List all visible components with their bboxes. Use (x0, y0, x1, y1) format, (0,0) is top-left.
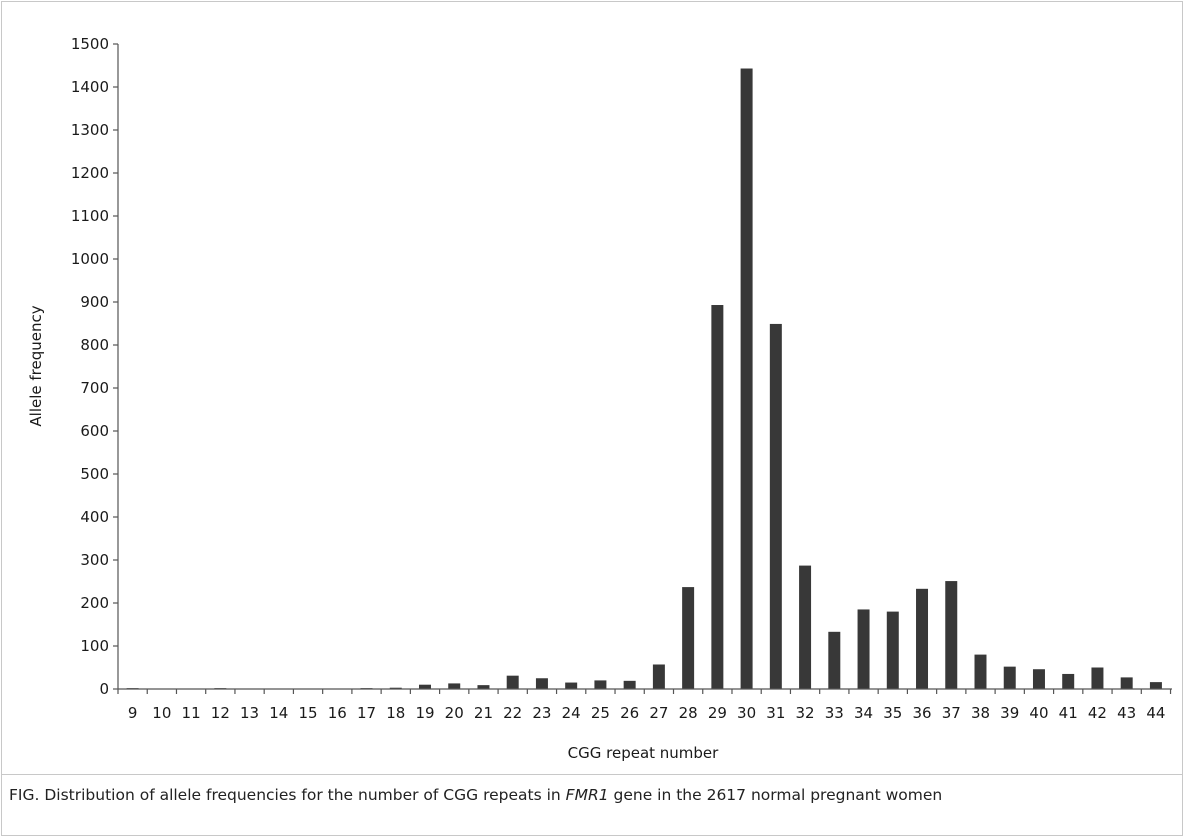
y-tick-label: 700 (80, 379, 109, 397)
figure-caption: FIG. Distribution of allele frequencies … (9, 786, 942, 804)
bar-series (126, 68, 1162, 689)
x-axis-title: CGG repeat number (568, 744, 720, 762)
x-tick-label: 19 (415, 704, 434, 722)
y-tick-label: 400 (80, 508, 109, 526)
x-tick-label: 15 (298, 704, 317, 722)
x-tick-label: 17 (357, 704, 376, 722)
x-tick-label: 24 (562, 704, 581, 722)
x-tick-label: 32 (796, 704, 815, 722)
y-tick-label: 1400 (71, 78, 109, 96)
x-axis: 9 10 11 12 13 14 15 16 17 18 19 20 21 22 23 24 25 26 27 28 2… (117, 689, 1172, 722)
x-tick-label: 44 (1146, 704, 1165, 722)
x-tick-label: 36 (912, 704, 931, 722)
caption-divider (1, 774, 1183, 775)
caption-gene: FMR1 (565, 786, 609, 804)
bar-34 (857, 609, 870, 689)
bar-31 (769, 323, 782, 689)
bar-39 (1003, 666, 1016, 689)
y-tick-label: 800 (80, 336, 109, 354)
bar-32 (799, 565, 812, 689)
bar-25 (594, 680, 607, 689)
y-tick-label: 1200 (71, 164, 109, 182)
x-tick-label: 35 (883, 704, 902, 722)
y-tick-label: 900 (80, 293, 109, 311)
bar-35 (886, 611, 899, 689)
y-tick-label: 1300 (71, 121, 109, 139)
x-tick-label: 23 (532, 704, 551, 722)
bar-20 (448, 683, 461, 689)
caption-suffix: gene in the 2617 normal pregnant women (608, 786, 943, 804)
bar-22 (506, 675, 519, 689)
bar-33 (828, 631, 841, 689)
bar-30 (740, 68, 753, 689)
x-tick-label: 41 (1059, 704, 1078, 722)
y-axis: 0 100 200 300 400 500 600 700 800 900 1000 1100 1200… (71, 35, 118, 698)
caption-prefix: FIG. Distribution of allele frequencies … (9, 786, 566, 804)
x-tick-label: 16 (328, 704, 347, 722)
y-tick-label: 300 (80, 551, 109, 569)
x-tick-label: 12 (211, 704, 230, 722)
bar-19 (418, 684, 431, 689)
x-tick-label: 21 (474, 704, 493, 722)
y-tick-label: 1000 (71, 250, 109, 268)
x-tick-label: 31 (766, 704, 785, 722)
bar-36 (916, 588, 929, 689)
bar-28 (682, 587, 695, 689)
y-tick-label: 500 (80, 465, 109, 483)
bar-40 (1032, 669, 1045, 689)
bar-chart: 0 100 200 300 400 500 600 700 800 900 1000 1100 1200… (27, 35, 1172, 762)
x-tick-label: 38 (971, 704, 990, 722)
x-tick-label: 37 (942, 704, 961, 722)
x-tick-label: 13 (240, 704, 259, 722)
bar-43 (1120, 677, 1133, 689)
x-tick-label: 22 (503, 704, 522, 722)
bar-37 (945, 581, 958, 689)
x-tick-label: 40 (1029, 704, 1048, 722)
x-tick-label: 25 (591, 704, 610, 722)
y-tick-label: 1500 (71, 35, 109, 53)
x-tick-label: 20 (445, 704, 464, 722)
x-tick-label: 28 (679, 704, 698, 722)
x-tick-label: 39 (1000, 704, 1019, 722)
y-tick-label: 100 (80, 637, 109, 655)
bar-41 (1062, 673, 1075, 689)
y-tick-label: 200 (80, 594, 109, 612)
y-tick-label: 0 (99, 680, 109, 698)
bar-21 (477, 685, 490, 689)
x-tick-label: 33 (825, 704, 844, 722)
x-tick-label: 43 (1117, 704, 1136, 722)
y-tick-label: 600 (80, 422, 109, 440)
x-tick-label: 18 (386, 704, 405, 722)
x-tick-label: 27 (649, 704, 668, 722)
x-tick-label: 30 (737, 704, 756, 722)
x-tick-label: 9 (128, 704, 138, 722)
bar-29 (711, 305, 724, 689)
bar-27 (652, 664, 665, 689)
bar-23 (535, 678, 548, 689)
bar-26 (623, 680, 636, 689)
x-tick-label: 29 (708, 704, 727, 722)
x-tick-label: 11 (182, 704, 201, 722)
x-tick-label: 42 (1088, 704, 1107, 722)
y-tick-label: 1100 (71, 207, 109, 225)
y-axis-title: Allele frequency (27, 305, 45, 426)
x-tick-label: 10 (152, 704, 171, 722)
bar-24 (565, 682, 578, 689)
bar-18 (389, 687, 402, 689)
bar-38 (974, 654, 987, 689)
x-tick-label: 26 (620, 704, 639, 722)
bar-42 (1091, 667, 1104, 689)
bar-44 (1149, 682, 1162, 689)
x-tick-label: 34 (854, 704, 873, 722)
x-tick-label: 14 (269, 704, 288, 722)
